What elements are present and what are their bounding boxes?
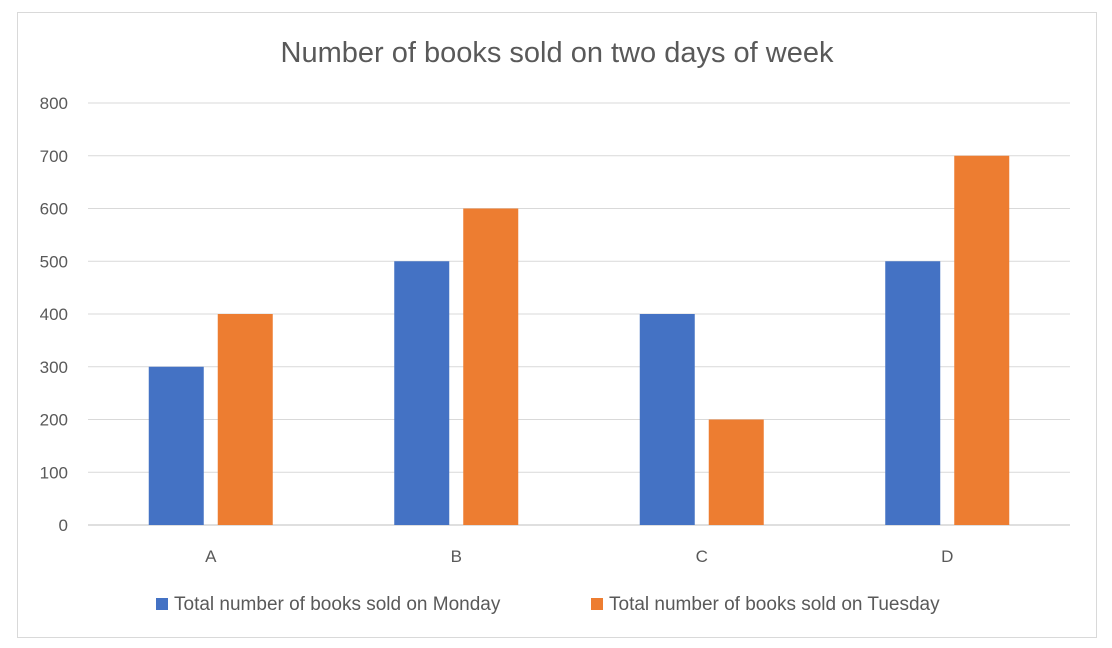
y-tick-label: 400	[40, 305, 68, 324]
y-tick-label: 500	[40, 252, 68, 271]
x-tick-label: D	[941, 547, 953, 566]
y-tick-label: 200	[40, 411, 68, 430]
legend-label-monday: Total number of books sold on Monday	[174, 594, 501, 615]
legend-swatch-tuesday	[591, 598, 603, 610]
chart-title: Number of books sold on two days of week	[281, 37, 834, 69]
bar-tuesday-d	[954, 155, 1010, 525]
bar-tuesday-a	[217, 314, 273, 525]
y-tick-label: 800	[40, 94, 68, 113]
y-axis-tick-labels: 0 100 200 300 400 500 600 700 800	[40, 94, 68, 535]
y-tick-label: 0	[59, 516, 68, 535]
x-tick-label: C	[696, 547, 708, 566]
bar-monday-d	[885, 261, 941, 525]
y-tick-label: 600	[40, 200, 68, 219]
y-tick-label: 100	[40, 463, 68, 482]
bar-monday-c	[639, 314, 695, 525]
x-axis-tick-labels: A B C D	[205, 547, 953, 566]
x-tick-label: B	[451, 547, 462, 566]
legend-label-tuesday: Total number of books sold on Tuesday	[609, 594, 940, 615]
bars	[148, 155, 1010, 525]
bar-monday-b	[394, 261, 450, 525]
legend-swatch-monday	[156, 598, 168, 610]
y-tick-label: 700	[40, 147, 68, 166]
bar-tuesday-c	[708, 419, 764, 525]
bar-tuesday-b	[463, 208, 519, 525]
legend: Total number of books sold on Monday Tota…	[156, 594, 940, 615]
x-tick-label: A	[205, 547, 217, 566]
y-tick-label: 300	[40, 358, 68, 377]
bar-monday-a	[148, 366, 204, 525]
